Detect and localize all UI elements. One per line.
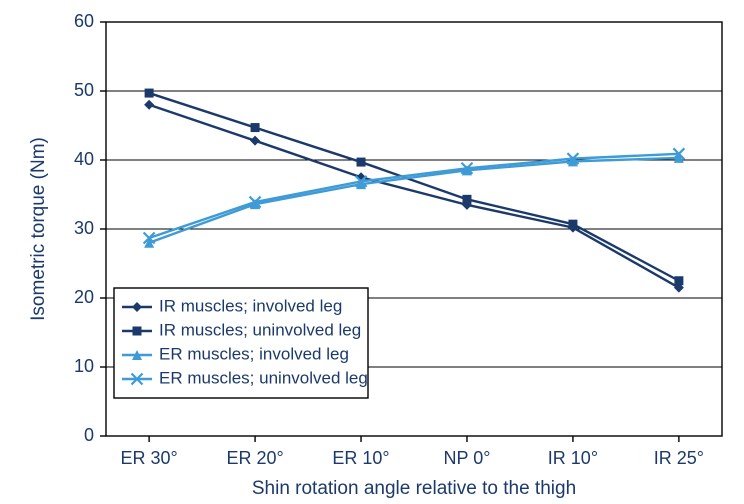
x-tick-label: ER 30° [121,448,178,468]
x-tick-label: IR 10° [548,448,598,468]
y-tick-label: 20 [74,287,94,307]
legend-label-ir-involved: IR muscles; involved leg [159,296,342,315]
x-tick-label: ER 10° [332,448,389,468]
y-tick-label: 40 [74,149,94,169]
x-tick-label: IR 25° [654,448,704,468]
x-tick-label: NP 0° [444,448,491,468]
x-axis-title: Shin rotation angle relative to the thig… [252,478,576,499]
legend: IR muscles; involved leg IR muscles; unin… [114,288,368,398]
y-tick-label: 10 [74,356,94,376]
torque-chart: 0 10 20 30 40 50 60 ER 30° ER 20° ER 10° NP 0° IR 1… [0,0,744,504]
y-tick-label: 0 [84,425,94,445]
y-tick-label: 50 [74,80,94,100]
y-axis-title: Isometric torque (Nm) [28,137,49,321]
x-tick-label: ER 20° [226,448,283,468]
legend-label-er-involved: ER muscles; involved leg [159,344,349,363]
legend-label-er-uninvolved: ER muscles; uninvolved leg [159,368,368,387]
legend-label-ir-uninvolved: IR muscles; uninvolved leg [159,320,361,339]
y-tick-label: 60 [74,11,94,31]
y-tick-label: 30 [74,218,94,238]
